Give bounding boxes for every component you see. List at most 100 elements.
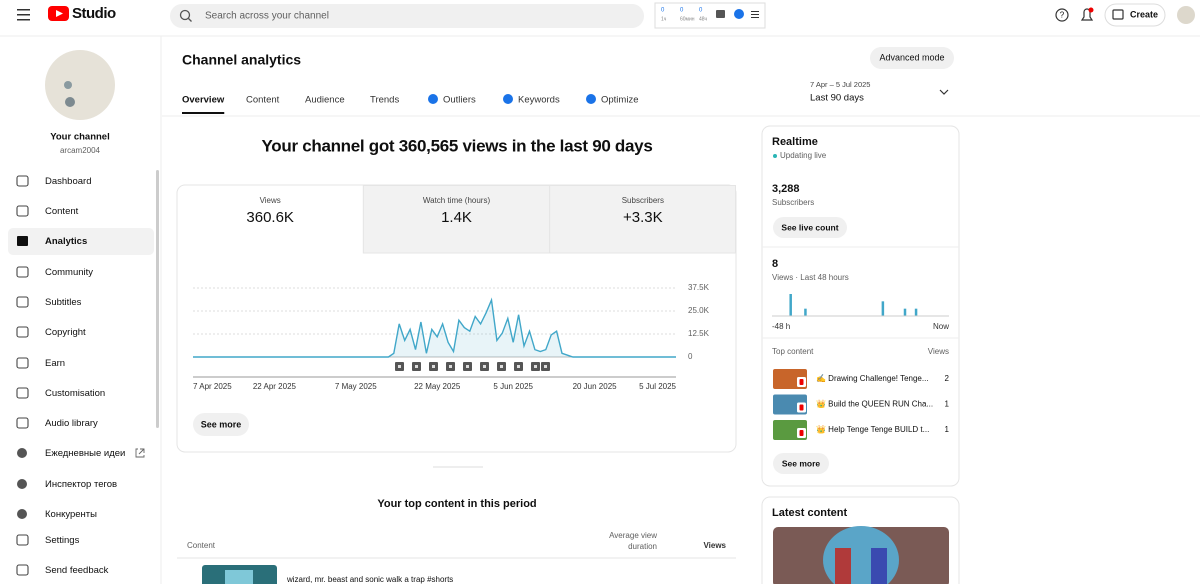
metric-value: +3.3K <box>623 209 663 226</box>
hamburger[interactable] <box>17 9 30 21</box>
tab-label[interactable]: Audience <box>305 95 345 106</box>
item-title[interactable]: 👑 Build the QUEEN RUN Cha... <box>816 400 933 409</box>
metric-tab[interactable] <box>549 185 737 254</box>
tab-underline <box>182 112 225 114</box>
item-title[interactable]: 👑 Help Tenge Tenge BUILD t... <box>816 425 929 434</box>
logo-text[interactable]: Studio <box>72 5 116 22</box>
nav-label[interactable]: Earn <box>45 358 65 369</box>
nav-icon <box>17 448 27 458</box>
nav-label[interactable]: Customisation <box>45 388 105 399</box>
realtime-card <box>761 125 960 487</box>
realtime-bar <box>914 308 918 316</box>
top-content-label: Top content <box>772 347 814 356</box>
nav-icon <box>16 266 29 278</box>
video-title[interactable]: wizard, mr. beast and sonic walk a trap … <box>286 575 453 584</box>
x-tick-label: 7 May 2025 <box>335 382 377 391</box>
tab-label[interactable]: Keywords <box>518 95 560 106</box>
tab-label[interactable]: Trends <box>370 95 399 106</box>
nav-label[interactable]: Send feedback <box>45 565 109 576</box>
column-header: duration <box>628 542 657 551</box>
column-header: Content <box>187 541 216 550</box>
nav-label[interactable]: Dashboard <box>45 176 91 187</box>
page-title: Channel analytics <box>182 52 301 68</box>
upload-marker-detail <box>449 365 452 368</box>
external-link-icon <box>135 448 145 458</box>
search-box[interactable] <box>170 4 644 28</box>
shorts-badge-icon <box>799 404 804 411</box>
nav-label[interactable]: Конкуренты <box>45 509 97 520</box>
account-avatar[interactable] <box>1177 6 1195 24</box>
nav-label[interactable]: Settings <box>45 535 80 546</box>
nav-label[interactable]: Analytics <box>45 236 87 247</box>
extension-count: 0 <box>699 8 703 14</box>
top-content-title: Your top content in this period <box>377 498 536 510</box>
search-icon <box>179 9 191 21</box>
item-views: 1 <box>945 425 950 434</box>
help-glyph: ? <box>1060 11 1065 20</box>
extension-period: 48ч <box>699 16 708 22</box>
nav-label[interactable]: Audio library <box>45 418 98 429</box>
search-icon <box>188 18 192 22</box>
metric-tab[interactable] <box>362 185 551 254</box>
column-header: Average view <box>609 531 657 540</box>
see-more-button[interactable] <box>193 413 249 436</box>
nav-icon <box>16 296 29 308</box>
thumbnail-detail <box>835 548 851 584</box>
x-tick-label: 22 Apr 2025 <box>253 382 297 391</box>
extension-count: 0 <box>680 8 684 14</box>
nav-label[interactable]: Copyright <box>45 327 86 338</box>
notifications-icon[interactable] <box>1080 8 1094 21</box>
metric-value: 360.6K <box>246 209 294 226</box>
realtime-views-label: Views · Last 48 hours <box>772 273 849 282</box>
tab-label[interactable]: Optimize <box>601 95 638 106</box>
nav-icon <box>16 387 29 399</box>
advanced-mode-button[interactable] <box>870 47 954 69</box>
sidebar-scrollbar[interactable] <box>156 170 159 428</box>
tab-label[interactable]: Content <box>246 95 280 106</box>
item-title[interactable]: ✍️ Drawing Challenge! Tenge... <box>816 374 929 383</box>
help-icon[interactable] <box>1055 8 1069 22</box>
nav-label[interactable]: Content <box>45 206 79 217</box>
tab-label[interactable]: Outliers <box>443 95 476 106</box>
nav-label[interactable]: Subtitles <box>45 297 82 308</box>
x-tick-label: 7 Apr 2025 <box>193 382 232 391</box>
date-period[interactable]: Last 90 days <box>810 93 864 104</box>
extension-menu[interactable] <box>751 11 759 18</box>
nav-icon <box>17 479 27 489</box>
date-dropdown[interactable] <box>939 89 949 95</box>
nav-label[interactable]: Инспектор тегов <box>45 479 117 490</box>
live-dot <box>773 154 777 158</box>
headline: Your channel got 360,565 views in the la… <box>262 136 653 155</box>
extension-widget[interactable] <box>654 2 766 29</box>
see-more-label: See more <box>782 458 821 468</box>
upload-marker-detail <box>398 365 401 368</box>
extension-period: 60мин <box>680 16 695 22</box>
extension-icon[interactable] <box>734 9 744 19</box>
date-range[interactable]: 7 Apr – 5 Jul 2025 <box>810 80 870 89</box>
tab-label[interactable]: Overview <box>182 95 225 106</box>
upload-marker-detail <box>466 365 469 368</box>
tab-icon <box>428 94 438 104</box>
item-views: 2 <box>945 374 950 383</box>
avatar-detail <box>64 81 72 89</box>
x-tick-label: 5 Jun 2025 <box>493 382 533 391</box>
upload-marker-detail <box>534 365 537 368</box>
channel-avatar[interactable] <box>45 50 115 120</box>
column-header: Views <box>703 541 726 550</box>
nav-icon <box>16 417 29 429</box>
live-count-button[interactable] <box>773 217 847 238</box>
notification-dot <box>1088 7 1094 13</box>
upload-marker-detail <box>544 365 547 368</box>
area-fill <box>193 300 676 357</box>
extension-icon[interactable] <box>716 10 725 18</box>
nav-icon <box>17 236 28 246</box>
nav-label[interactable]: Ежедневные идеи <box>45 448 125 459</box>
realtime-title: Realtime <box>772 136 818 148</box>
extension-period: 1ч <box>661 16 667 22</box>
nav-label[interactable]: Community <box>45 267 93 278</box>
see-more-button[interactable] <box>773 453 829 474</box>
realtime-views: 8 <box>772 258 778 270</box>
create-icon <box>1112 9 1124 20</box>
nav-icon <box>16 326 29 338</box>
search-placeholder: Search across your channel <box>205 11 329 22</box>
